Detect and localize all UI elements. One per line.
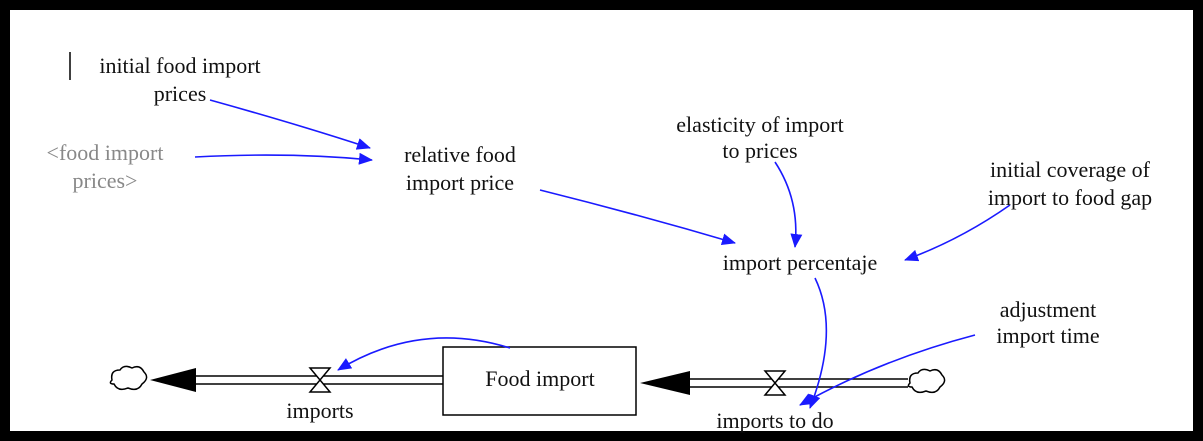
flow-arrowhead [640, 371, 690, 395]
node-label: import price [406, 170, 514, 195]
shadow-label: prices> [73, 168, 138, 193]
node-label: adjustment [1000, 297, 1097, 322]
node-label: to prices [722, 138, 797, 163]
stock-label: Food import [485, 366, 594, 391]
causal-links [194, 99, 1011, 409]
node-label: import percentaje [723, 250, 878, 275]
node-label: import time [996, 323, 1099, 348]
valve [763, 370, 787, 396]
flow-label: imports [286, 398, 353, 423]
node-label: elasticity of import [676, 112, 843, 137]
node-label: relative food [404, 142, 516, 167]
node-label: import to food gap [988, 185, 1152, 210]
flow-label: imports to do [716, 408, 833, 433]
cloud [907, 368, 946, 394]
node-label: initial coverage of [990, 157, 1151, 182]
flow-arrowhead [150, 368, 196, 392]
cloud [109, 365, 148, 391]
shadow-label: <food import [47, 140, 164, 165]
stock-box [442, 346, 637, 416]
node-label: prices [154, 81, 207, 106]
valve [308, 367, 332, 393]
node-label: initial food import [99, 53, 260, 78]
